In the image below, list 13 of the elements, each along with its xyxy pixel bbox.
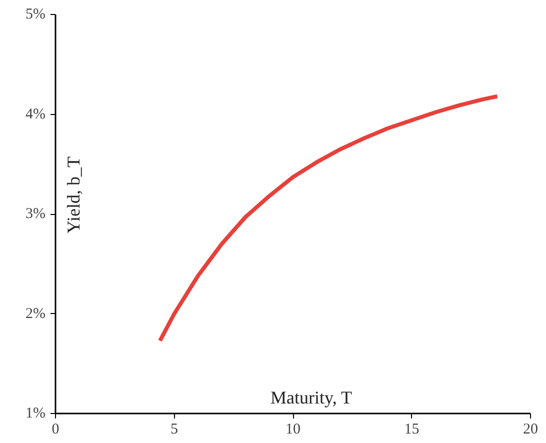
x-axis-title: Maturity, T <box>270 388 352 408</box>
x-tick-label: 5 <box>170 422 178 438</box>
y-tick-label: 2% <box>26 306 46 322</box>
x-tick-label: 20 <box>523 422 538 438</box>
y-tick-label: 3% <box>26 206 46 222</box>
x-tick-label: 10 <box>286 422 300 438</box>
x-tick-label: 0 <box>52 422 60 438</box>
y-tick-label: 1% <box>26 406 46 422</box>
y-tick-label: 4% <box>26 106 46 122</box>
x-tick-label: 15 <box>404 422 420 438</box>
y-tick-label: 5% <box>26 6 46 22</box>
line-series <box>158 94 500 343</box>
y-axis-title: Yield, b_T <box>64 156 84 234</box>
